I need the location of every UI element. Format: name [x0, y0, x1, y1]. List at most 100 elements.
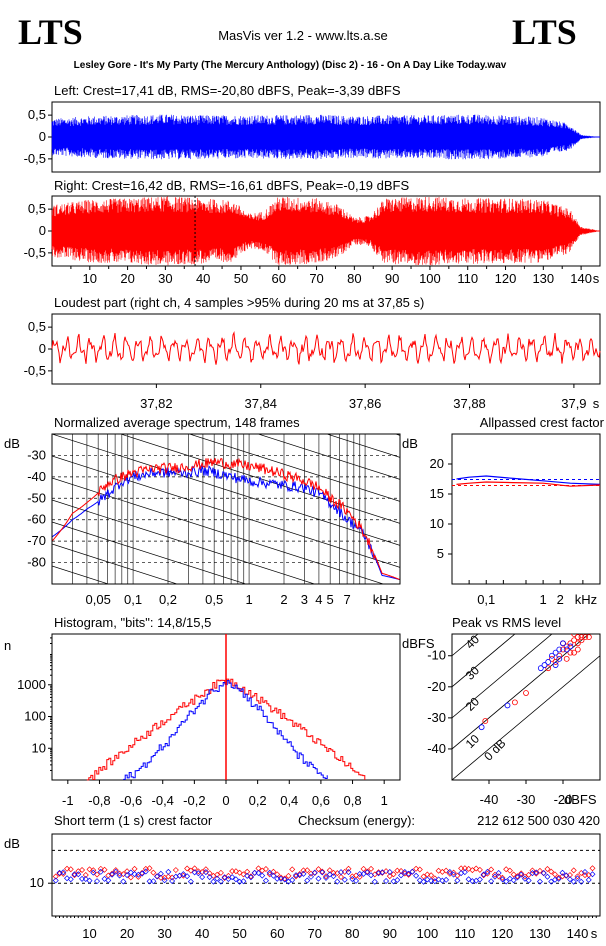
stc-right-point: [131, 865, 138, 872]
stc-left-point: [476, 876, 483, 883]
stc-left-point: [52, 877, 59, 884]
stc-left-point: [548, 878, 555, 885]
stc-left-point: [202, 869, 209, 876]
stc-xtick-label-1: 20: [120, 926, 134, 941]
stc-left-point: [491, 873, 498, 880]
stc-left-point: [334, 878, 341, 885]
pvr-right-point: [578, 634, 585, 641]
stc-left-point: [394, 877, 401, 884]
spectrum-slope-line: [52, 434, 400, 546]
stc-left-point: [289, 876, 296, 883]
right-xtick-label-13: 140: [570, 271, 592, 286]
stc-left-point: [345, 869, 352, 876]
stc-left-point: [409, 868, 416, 875]
pvr-ytick-label-1: -20: [427, 679, 446, 694]
stc-left-point: [195, 870, 202, 877]
stc-xtick-label-6: 70: [308, 926, 322, 941]
stc-right-point: [356, 873, 363, 880]
left-ytick-label-2: -0,5: [24, 151, 46, 166]
pvr-right-point: [512, 699, 518, 706]
histogram-ytick-label-0: 1000: [17, 677, 46, 692]
stc-right-point: [135, 873, 142, 880]
pvr-right-point: [560, 646, 566, 653]
spectrum-slope-line: [52, 499, 316, 584]
allpass-xtick-label-2: 2: [557, 592, 564, 607]
stc-left-point: [75, 871, 82, 878]
right-ytick-label-0: 0,5: [28, 201, 46, 216]
pvr-right-point: [567, 649, 574, 656]
spectrum-xtick-label-7: 4: [315, 592, 322, 607]
right-title: Right: Crest=16,42 dB, RMS=-16,61 dBFS, …: [54, 178, 409, 193]
pvr-right-point: [523, 690, 529, 696]
pvr-left-point: [567, 643, 574, 650]
right-xtick-label-1: 20: [120, 271, 134, 286]
spectrum-xtick-label-2: 0,2: [159, 592, 177, 607]
stc-right-point: [506, 867, 513, 874]
stc-left-point: [64, 875, 71, 882]
pvr-left-point: [552, 662, 559, 668]
stc-right-point: [476, 866, 483, 873]
stc-right-point: [289, 866, 296, 873]
loudest-title: Loudest part (right ch, 4 samples >95% d…: [54, 295, 424, 310]
spectrum-xtick-label-9: 7: [343, 592, 350, 607]
spectrum-xunit: kHz: [373, 592, 395, 607]
stc-right-point: [544, 865, 551, 872]
stc-right-point: [214, 871, 221, 878]
stc-right-point: [536, 867, 543, 874]
histogram-title: Histogram, "bits": 14,8/15,5: [54, 615, 211, 630]
stc-right-point: [277, 874, 284, 881]
stc-right-point: [120, 871, 127, 878]
spectrum-xtick-label-3: 0,5: [205, 592, 223, 607]
allpass-ytick-label-3: 5: [437, 546, 444, 561]
stc-left-point: [244, 872, 251, 879]
stc-left-point: [461, 869, 468, 876]
right-xtick-label-0: 10: [83, 271, 97, 286]
stc-right-point: [488, 866, 495, 873]
left-title: Left: Crest=17,41 dB, RMS=-20,80 dBFS, P…: [54, 83, 401, 98]
spectrum-xtick-label-8: 5: [327, 592, 334, 607]
pvr-left-point: [478, 724, 485, 731]
stc-right-point: [413, 865, 420, 872]
stc-left-point: [424, 876, 431, 883]
stc-right-point: [574, 873, 581, 880]
stc-right-point: [109, 870, 116, 877]
allpass-xunit: kHz: [575, 592, 597, 607]
stc-xtick-label-12: 130: [529, 926, 551, 941]
histogram-ytick-label-1: 100: [24, 709, 46, 724]
spectrum-ytick-label-5: -80: [27, 555, 46, 570]
stc-left-point: [255, 869, 262, 876]
spectrum-xtick-label-0: 0,05: [86, 592, 111, 607]
stc-left-point: [540, 870, 547, 877]
stc-left-point: [589, 871, 596, 878]
stc-left-point: [319, 869, 326, 876]
loudest-ytick-label-0: 0,5: [28, 319, 46, 334]
stc-right-point: [90, 867, 97, 874]
right-xtick-label-9: 100: [419, 271, 441, 286]
stc-right-point: [495, 873, 502, 880]
stc-left-point: [323, 874, 329, 881]
stc-right-point: [281, 875, 288, 882]
pvr-ytick-label-2: -30: [427, 710, 446, 725]
loudest-ytick-label-1: 0: [39, 341, 46, 356]
left-waveform: [51, 114, 600, 160]
stc-left-point: [465, 876, 472, 883]
pvr-diag-label-1: 30: [463, 663, 483, 683]
pvr-crest-line: [452, 634, 590, 750]
stc-left-point: [120, 878, 127, 885]
left-ytick-label-0: 0,5: [28, 107, 46, 122]
stc-left-point: [398, 872, 405, 879]
loudest-xtick-label-2: 37,86: [349, 396, 382, 411]
stc-right-point: [202, 866, 209, 873]
left-ytick-label-1: 0: [39, 129, 46, 144]
pvr-xtick-label-2: -20: [554, 792, 573, 807]
pvr-right-point: [586, 634, 592, 641]
stc-right-point: [240, 871, 247, 878]
stc-left-point: [435, 876, 442, 883]
stc-xtick-label-2: 30: [157, 926, 171, 941]
histogram-xtick-label-1: -0,8: [88, 793, 110, 808]
stc-left-point: [371, 878, 378, 885]
pvr-right-point: [574, 640, 581, 647]
stc-left-point: [277, 875, 284, 882]
stc-left-point: [307, 873, 314, 880]
stc-right-point: [165, 873, 172, 880]
